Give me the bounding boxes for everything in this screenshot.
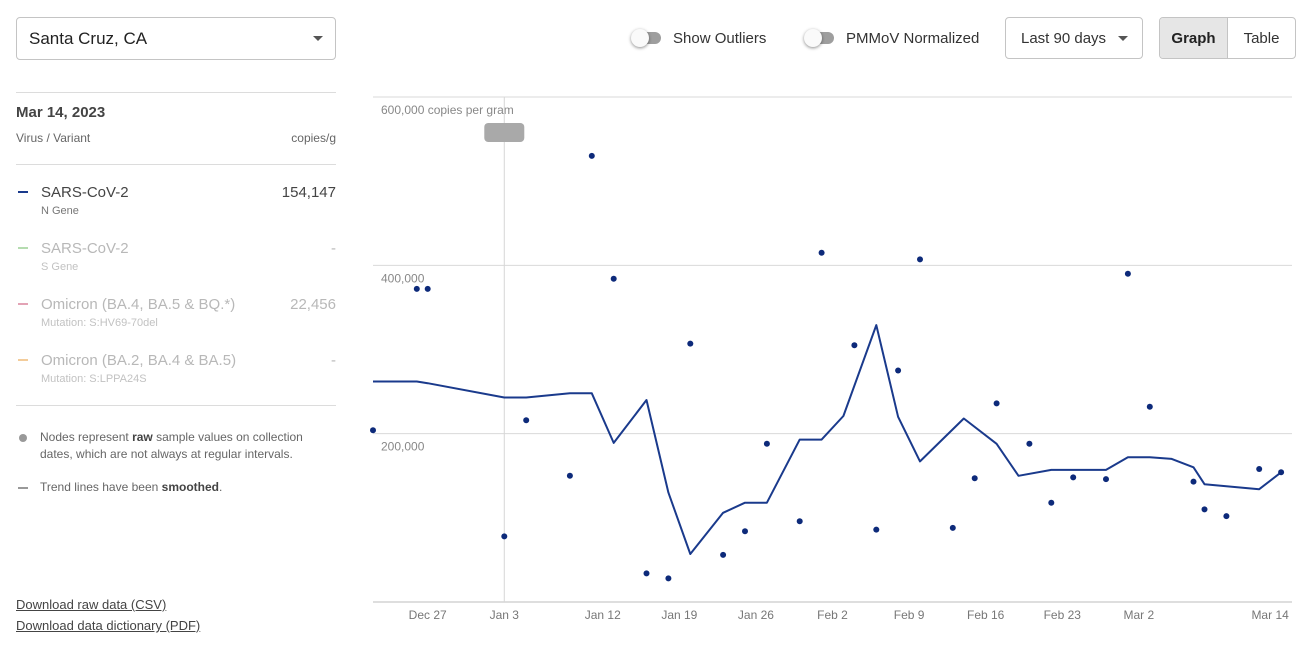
toggle-switch-icon (804, 28, 834, 48)
virus-variant-header: Virus / Variant (16, 131, 91, 145)
variant-target: N Gene (41, 205, 79, 217)
download-dictionary-link[interactable]: Download data dictionary (PDF) (16, 618, 201, 633)
chevron-down-icon (313, 36, 323, 41)
toggle-switch-icon (631, 28, 661, 48)
dot-icon (19, 434, 27, 442)
y-tick-label: 400,000 (381, 271, 425, 285)
x-tick-label: Jan 12 (585, 608, 621, 622)
panel-divider (16, 405, 336, 406)
location-select-value: Santa Cruz, CA (29, 28, 148, 48)
chevron-down-icon (1118, 35, 1128, 41)
series-swatch-icon (18, 359, 28, 361)
pmmov-normalized-label: PMMoV Normalized (846, 29, 980, 47)
variant-name: Omicron (BA.4, BA.5 & BQ.*) (41, 296, 236, 313)
trend-note: Trend lines have been smoothed. (16, 479, 336, 496)
location-select[interactable]: Santa Cruz, CA (16, 17, 336, 60)
pmmov-normalized-toggle[interactable]: PMMoV Normalized (804, 28, 979, 48)
date-range-select[interactable]: Last 90 days (1005, 17, 1143, 59)
data-point (1070, 474, 1077, 481)
variant-name: SARS-CoV-2 (41, 184, 129, 201)
data-point (501, 533, 508, 540)
x-tick-label: Feb 16 (967, 608, 1005, 622)
variant-value: - (331, 240, 336, 257)
data-point (424, 285, 431, 292)
data-point (1026, 440, 1033, 447)
data-point (917, 256, 923, 263)
data-point (1190, 478, 1197, 485)
variant-name: Omicron (BA.2, BA.4 & BA.5) (41, 352, 237, 369)
data-point (665, 575, 672, 582)
data-point (643, 570, 650, 577)
data-point (1256, 466, 1263, 472)
hover-date-marker (484, 123, 525, 142)
trend-line (373, 324, 1282, 555)
data-point (1201, 506, 1208, 513)
variant-value: - (331, 352, 336, 369)
y-tick-label: 200,000 (381, 440, 425, 454)
data-point (742, 528, 748, 535)
variant-row[interactable]: Omicron (BA.2, BA.4 & BA.5) Mutation: S:L… (16, 352, 336, 392)
variant-target: S Gene (41, 261, 79, 273)
show-outliers-toggle[interactable]: Show Outliers (631, 28, 766, 48)
data-point (851, 342, 858, 349)
data-point (763, 440, 770, 447)
x-tick-label: Dec 27 (409, 608, 447, 622)
copies-per-gram-header: copies/g (291, 131, 336, 145)
data-point (971, 475, 978, 482)
x-tick-label: Mar 14 (1251, 608, 1289, 622)
panel-divider (16, 164, 336, 165)
series-swatch-icon (18, 247, 28, 249)
date-range-value: Last 90 days (1021, 29, 1107, 47)
y-tick-label: 600,000 copies per gram (381, 103, 514, 117)
data-point (895, 367, 902, 374)
data-point (873, 526, 880, 533)
data-point (610, 275, 617, 282)
data-point (1278, 469, 1285, 476)
view-toggle: Graph Table (1159, 17, 1296, 59)
variant-target: Mutation: S:LPPA24S (41, 373, 147, 385)
x-tick-label: Feb 9 (894, 608, 925, 622)
data-point (720, 551, 727, 558)
x-tick-label: Jan 26 (738, 608, 774, 622)
panel-divider (16, 92, 336, 93)
variant-row[interactable]: Omicron (BA.4, BA.5 & BQ.*) Mutation: S:H… (16, 296, 336, 336)
data-point (413, 285, 420, 292)
data-point (1124, 270, 1131, 277)
variant-value: 154,147 (281, 184, 336, 201)
download-csv-link[interactable]: Download raw data (CSV) (16, 597, 167, 612)
graph-view-button[interactable]: Graph (1160, 18, 1228, 58)
variant-target: Mutation: S:HV69-70del (41, 317, 158, 329)
data-point (1048, 499, 1055, 506)
data-point (949, 524, 956, 531)
data-point (818, 249, 825, 256)
data-point (523, 417, 530, 424)
data-point (993, 400, 1000, 407)
x-tick-label: Jan 19 (661, 608, 697, 622)
variant-name: SARS-CoV-2 (41, 240, 129, 257)
data-point (566, 472, 573, 479)
variant-value: 22,456 (290, 296, 336, 313)
nodes-note: Nodes represent raw sample values on col… (16, 429, 336, 463)
series-swatch-icon (18, 191, 28, 193)
series-swatch-icon (18, 303, 28, 305)
data-point (1146, 403, 1153, 410)
x-tick-label: Feb 23 (1044, 608, 1082, 622)
data-point (1103, 476, 1109, 483)
table-view-button[interactable]: Table (1243, 29, 1280, 47)
show-outliers-label: Show Outliers (673, 29, 767, 47)
x-tick-label: Feb 2 (817, 608, 848, 622)
x-tick-label: Jan 3 (490, 608, 520, 622)
data-point (1223, 513, 1230, 520)
data-point (687, 340, 694, 347)
x-tick-label: Mar 2 (1123, 608, 1154, 622)
variant-row[interactable]: SARS-CoV-2 N Gene 154,147 (16, 184, 336, 224)
data-point (370, 427, 376, 434)
selected-date: Mar 14, 2023 (16, 104, 106, 121)
data-point (796, 518, 803, 525)
data-point (588, 152, 595, 159)
line-icon (18, 487, 28, 489)
variant-row[interactable]: SARS-CoV-2 S Gene - (16, 240, 336, 280)
